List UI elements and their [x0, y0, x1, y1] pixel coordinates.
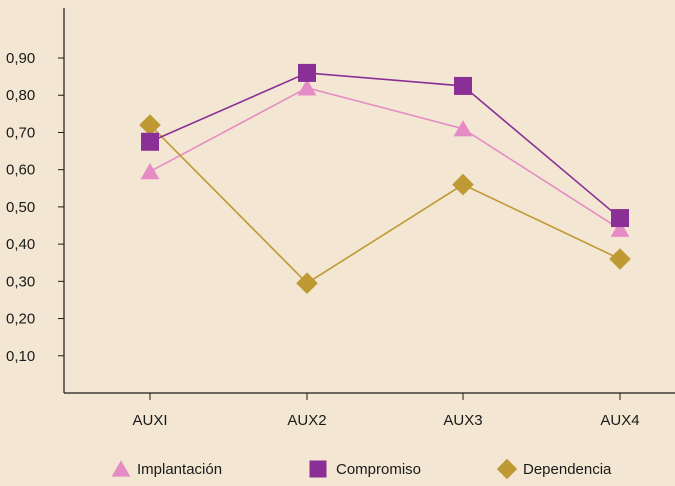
y-tick-label: 0,90 [6, 50, 35, 67]
y-tick-label: 0,20 [6, 311, 35, 328]
data-point-compromiso [298, 63, 316, 82]
legend-label: Compromiso [336, 461, 421, 478]
data-point-dependencia [452, 173, 474, 196]
legend-label: Dependencia [523, 461, 612, 478]
data-point-implantación [140, 162, 160, 180]
data-point-compromiso [141, 132, 159, 151]
x-tick-label: AUX3 [443, 412, 482, 429]
x-axis-ticks: AUXI AUX2 AUX3 AUX4 [132, 393, 640, 429]
y-tick-label: 0,30 [6, 273, 35, 290]
y-tick-label: 0,40 [6, 236, 35, 253]
chart-axes [63, 8, 675, 394]
data-point-implantación [453, 120, 473, 137]
legend-marker-implantación [111, 460, 131, 477]
series-line-compromiso [149, 72, 621, 219]
data-point-implantación [297, 79, 317, 96]
series-markers [139, 63, 631, 295]
series-line-dependencia [149, 124, 621, 285]
series-line-implantación [149, 86, 621, 230]
data-point-dependencia [296, 272, 318, 295]
x-tick-label: AUX2 [287, 412, 326, 429]
y-axis-ticks: 0,10 0,20 0,30 0,40 0,50 0,60 0,70 0,80 0,90 [6, 50, 64, 365]
y-tick-label: 0,80 [6, 87, 35, 104]
data-point-dependencia [139, 114, 161, 136]
y-tick-label: 0,70 [6, 124, 35, 141]
legend: Implantación Compromiso Dependencia [111, 458, 612, 480]
y-tick-label: 0,10 [6, 348, 35, 365]
legend-marker-compromiso [309, 460, 327, 478]
data-point-compromiso [454, 76, 472, 95]
series-lines [149, 72, 621, 285]
y-tick-label: 0,60 [6, 162, 35, 179]
x-tick-label: AUXI [132, 412, 167, 429]
data-point-compromiso [611, 209, 629, 228]
legend-marker-dependencia [496, 458, 518, 480]
y-tick-label: 0,50 [6, 199, 35, 216]
data-point-implantación [610, 220, 630, 237]
legend-label: Implantación [137, 461, 222, 478]
x-tick-label: AUX4 [600, 412, 639, 429]
data-point-dependencia [609, 248, 631, 270]
